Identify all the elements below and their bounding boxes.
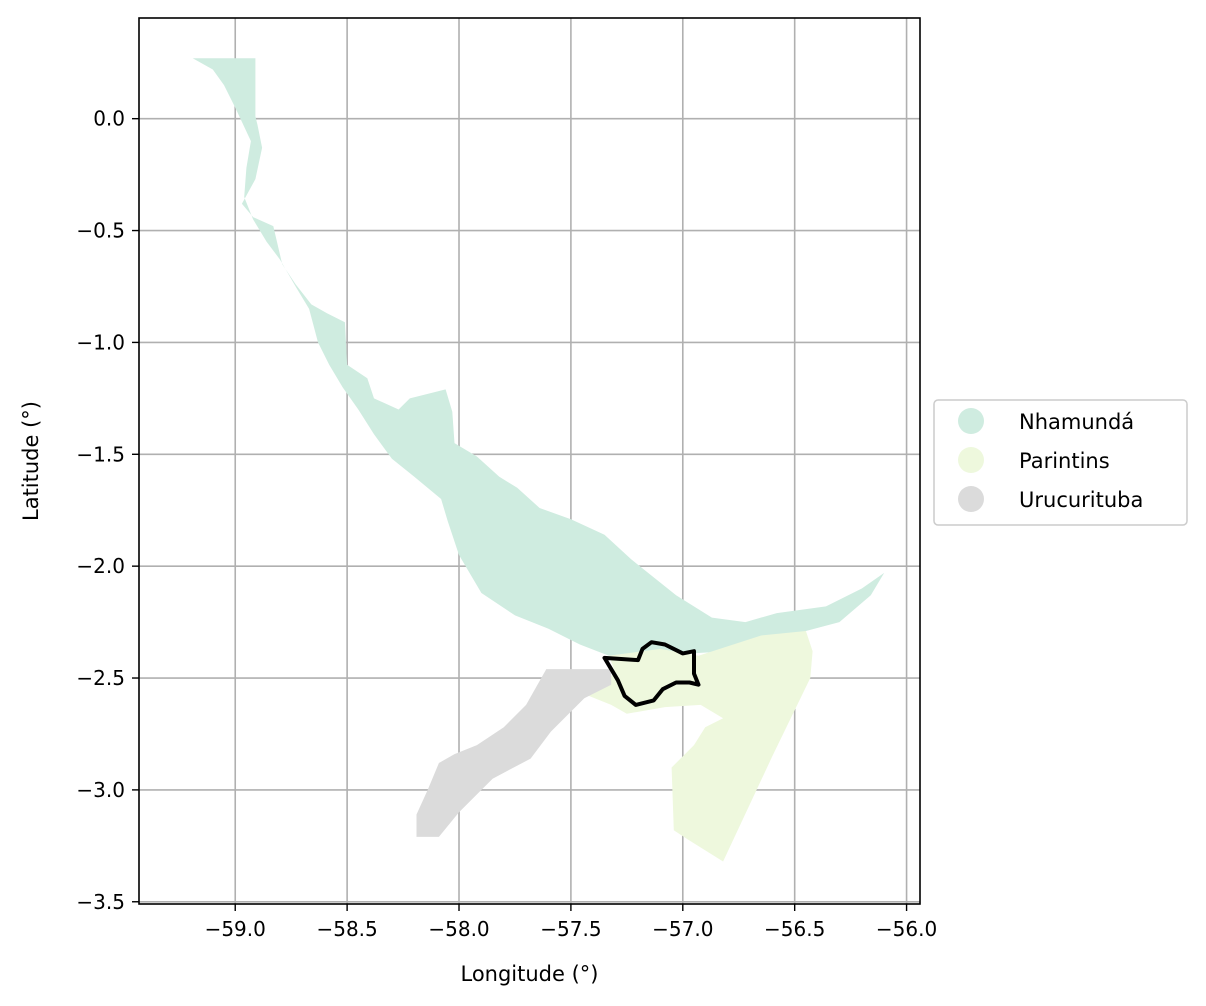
legend-label: Nhamundá bbox=[1019, 410, 1134, 434]
x-tick-label: −58.0 bbox=[428, 917, 489, 941]
legend-label: Urucurituba bbox=[1019, 488, 1143, 512]
y-tick-label: −0.5 bbox=[76, 219, 125, 243]
y-tick-label: −3.0 bbox=[76, 778, 125, 802]
highlight-outline bbox=[602, 640, 701, 707]
legend-swatch bbox=[958, 408, 984, 434]
x-axis-label: Longitude (°) bbox=[460, 962, 598, 986]
x-tick-label: −57.0 bbox=[652, 917, 713, 941]
legend-box bbox=[933, 399, 1188, 526]
x-tick-label: −57.5 bbox=[540, 917, 601, 941]
y-axis-label: Latitude (°) bbox=[19, 401, 43, 521]
legend-swatch bbox=[958, 486, 984, 512]
y-tick-label: −2.5 bbox=[76, 666, 125, 690]
map-regions bbox=[192, 58, 885, 862]
legend: Nhamundá Parintins Urucurituba bbox=[933, 399, 1188, 526]
x-tick-label: −58.5 bbox=[316, 917, 377, 941]
x-tick-label: −59.0 bbox=[205, 917, 266, 941]
legend-label: Parintins bbox=[1019, 449, 1110, 473]
legend-swatch bbox=[958, 447, 984, 473]
region-parintins bbox=[588, 631, 813, 862]
y-tick-label: 0.0 bbox=[93, 107, 125, 131]
region-nhamunda bbox=[192, 58, 885, 656]
region-urucurituba bbox=[416, 669, 612, 837]
highlight-outline-group bbox=[602, 640, 701, 707]
x-axis-ticks: −59.0 −58.5 −58.0 −57.5 −57.0 −56.5 −56.0 bbox=[205, 904, 937, 941]
x-tick-label: −56.0 bbox=[876, 917, 937, 941]
plot-frame bbox=[138, 17, 921, 905]
y-tick-label: −2.0 bbox=[76, 554, 125, 578]
x-tick-label: −56.5 bbox=[764, 917, 825, 941]
y-tick-label: −1.0 bbox=[76, 330, 125, 354]
y-axis-ticks: 0.0 −0.5 −1.0 −1.5 −2.0 −2.5 −3.0 −3.5 bbox=[76, 107, 139, 914]
y-tick-label: −3.5 bbox=[76, 890, 125, 914]
y-tick-label: −1.5 bbox=[76, 442, 125, 466]
